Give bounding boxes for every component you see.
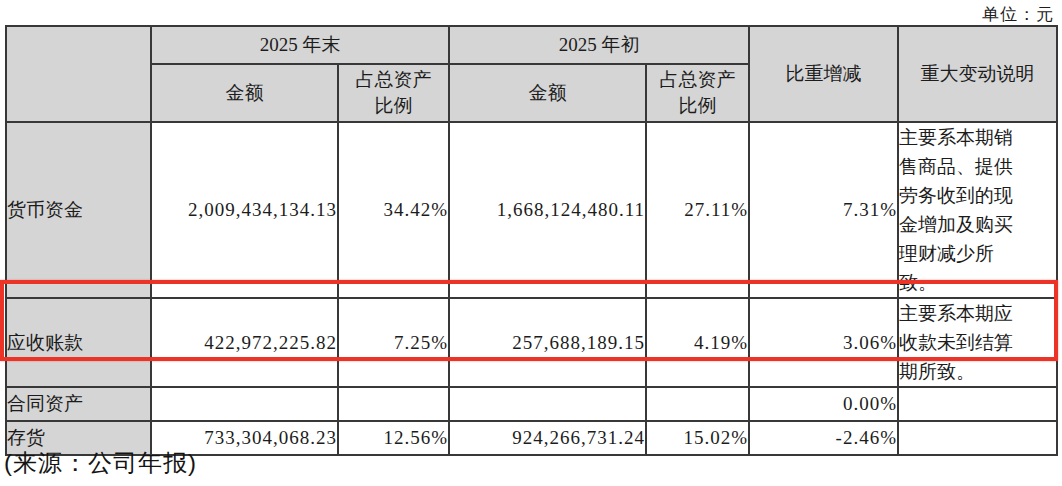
cell-end-ratio: 7.25% (338, 298, 449, 387)
cell-end-amount: 422,972,225.82 (151, 298, 338, 387)
cell-start-ratio: 15.02% (646, 421, 749, 455)
cell-start-amount: 257,688,189.15 (449, 298, 646, 387)
page: 单位：元 2025 年末 2025 年初 比重增减 重大变动说明 金额 占总资产… (0, 0, 1062, 486)
row-item-label: 合同资产 (6, 387, 151, 421)
source-note: (来源：公司年报) (4, 447, 197, 479)
cell-start-amount (449, 387, 646, 421)
table-row-accounts-receivable: 应收账款 422,972,225.82 7.25% 257,688,189.15… (6, 298, 1057, 387)
row-item-label: 货币资金 (6, 122, 151, 298)
asset-change-table: 2025 年末 2025 年初 比重增减 重大变动说明 金额 占总资产 比例 金… (5, 25, 1058, 456)
cell-end-amount (151, 387, 338, 421)
header-row-periods: 2025 年末 2025 年初 比重增减 重大变动说明 (6, 26, 1057, 64)
cell-start-amount: 924,266,731.24 (449, 421, 646, 455)
cell-explanation (898, 421, 1057, 455)
header-ratio-start: 占总资产 比例 (646, 64, 749, 122)
cell-change: 0.00% (749, 387, 898, 421)
unit-label: 单位：元 (982, 3, 1054, 26)
header-explanation: 重大变动说明 (898, 26, 1057, 122)
header-item-blank-cell (6, 26, 151, 122)
cell-start-ratio: 4.19% (646, 298, 749, 387)
cell-change: -2.46% (749, 421, 898, 455)
cell-explanation (898, 387, 1057, 421)
table-row-cash: 货币资金 2,009,434,134.13 34.42% 1,668,124,4… (6, 122, 1057, 298)
table-row-contract-assets: 合同资产 0.00% (6, 387, 1057, 421)
cell-end-ratio: 34.42% (338, 122, 449, 298)
header-change: 比重增减 (749, 26, 898, 122)
header-period-start: 2025 年初 (449, 26, 749, 64)
row-item-label: 应收账款 (6, 298, 151, 387)
cell-change: 7.31% (749, 122, 898, 298)
cell-explanation: 主要系本期销 售商品、提供 劳务收到的现 金增加及购买 理财减少所 致。 (898, 122, 1057, 298)
header-period-end: 2025 年末 (151, 26, 449, 64)
header-amount-end: 金额 (151, 64, 338, 122)
cell-end-ratio: 12.56% (338, 421, 449, 455)
cell-start-amount: 1,668,124,480.11 (449, 122, 646, 298)
cell-explanation: 主要系本期应 收款未到结算 期所致。 (898, 298, 1057, 387)
cell-change: 3.06% (749, 298, 898, 387)
cell-end-ratio (338, 387, 449, 421)
cell-start-ratio: 27.11% (646, 122, 749, 298)
cell-end-amount: 2,009,434,134.13 (151, 122, 338, 298)
header-amount-start: 金额 (449, 64, 646, 122)
header-ratio-end: 占总资产 比例 (338, 64, 449, 122)
cell-start-ratio (646, 387, 749, 421)
